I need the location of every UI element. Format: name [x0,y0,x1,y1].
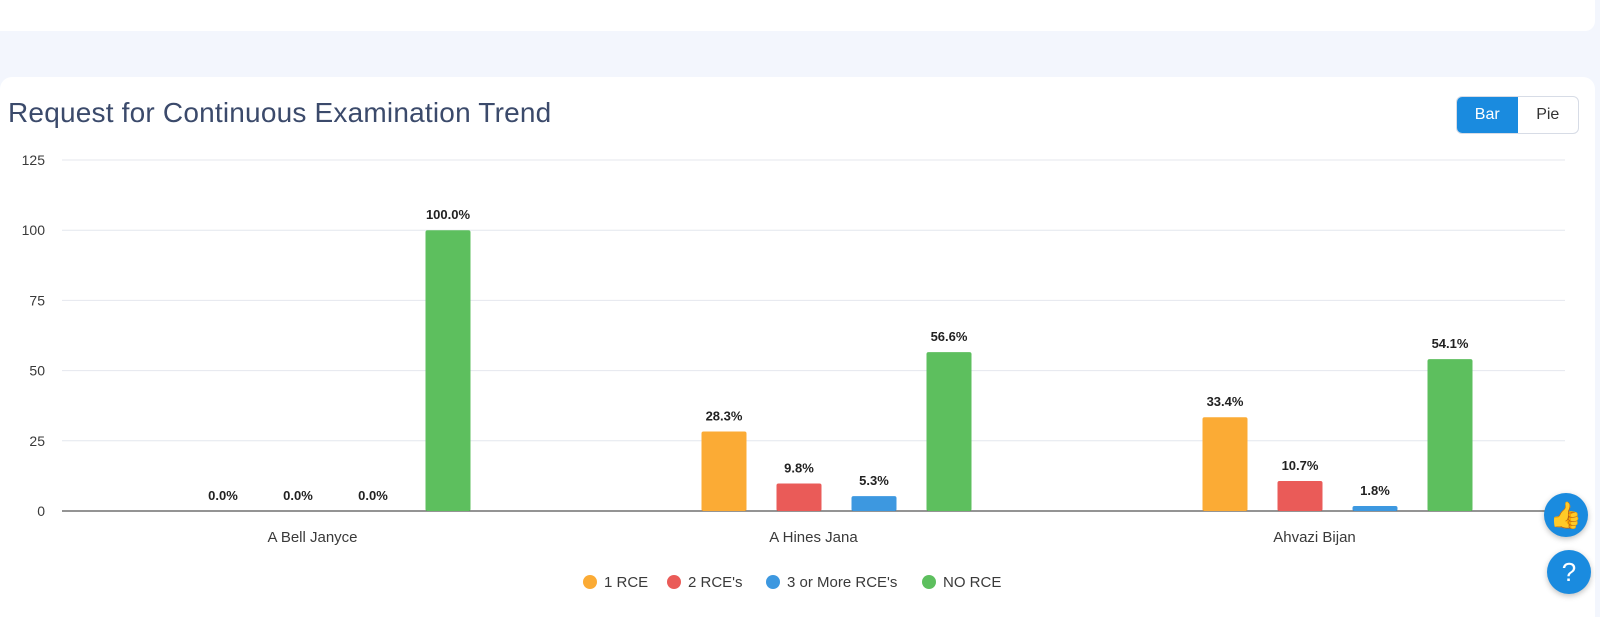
bar [425,230,471,511]
bar [1352,505,1398,511]
legend-marker [922,575,936,589]
bar-chart: 0 25 50 75 100 125 0.0% 0.0% 0.0% 100.0% A Bell Ja… [22,152,1565,591]
bar [1427,359,1473,511]
data-label: 100.0% [426,207,471,222]
data-label: 9.8% [784,460,814,475]
data-label: 0.0% [358,488,388,503]
chart-title: Request for Continuous Examination Trend [8,97,552,128]
pie-view-button[interactable]: Pie [1536,106,1560,123]
legend-label: 1 RCE [604,574,648,591]
y-tick-label: 125 [22,152,46,168]
bar [701,431,747,511]
bar [851,496,897,511]
x-tick-label: A Hines Jana [769,529,858,546]
y-tick-label: 25 [29,433,45,449]
feedback-button[interactable]: 👍 [1544,493,1588,537]
legend-marker [667,575,681,589]
bar-view-button[interactable]: Bar [1457,97,1518,133]
data-label: 28.3% [706,409,743,424]
legend-marker [766,575,780,589]
top-panel [0,0,1595,31]
bar [1277,480,1323,511]
legend-label: NO RCE [943,574,1001,591]
data-label: 0.0% [208,488,238,503]
data-label: 10.7% [1282,458,1319,473]
x-tick-label: A Bell Janyce [267,529,357,546]
data-label: 1.8% [1360,483,1390,498]
data-label: 5.3% [859,473,889,488]
thumbs-up-icon: 👍 [1549,500,1583,530]
data-label: 56.6% [931,329,968,344]
y-tick-label: 0 [37,503,45,519]
help-button[interactable]: ? [1547,550,1591,594]
x-tick-label: Ahvazi Bijan [1273,529,1356,546]
data-label: 0.0% [283,488,313,503]
help-icon: ? [1561,557,1577,587]
legend-label: 2 RCE's [688,574,743,591]
legend-marker [583,575,597,589]
bar [776,483,822,511]
y-tick-label: 50 [29,363,45,379]
data-label: 54.1% [1432,336,1469,351]
bar [926,352,972,511]
data-label: 33.4% [1207,394,1244,409]
chart-card [0,77,1595,617]
chart-type-toggle[interactable]: Bar Pie [1456,96,1579,134]
y-tick-label: 100 [22,222,46,238]
bar [1202,417,1248,511]
legend-label: 3 or More RCE's [787,574,897,591]
y-tick-label: 75 [29,292,45,308]
